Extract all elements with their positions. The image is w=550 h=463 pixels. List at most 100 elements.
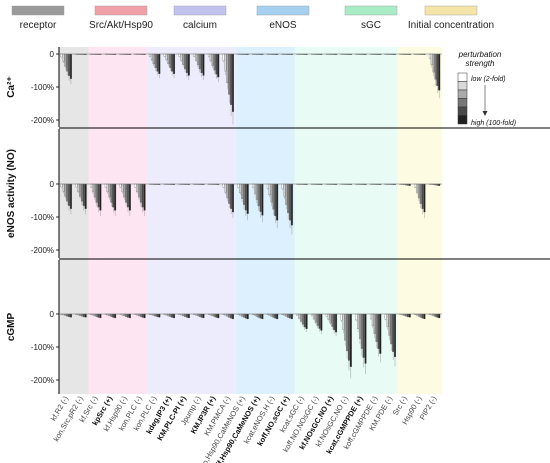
parameter-labels: kf,R2 (-)kon,Src,pR2 (-)kf,Src (-)kpSrc … — [49, 394, 439, 463]
bar-11-0-4 — [230, 53, 233, 105]
bar-23-2-5 — [408, 313, 411, 318]
bar-4-1-3 — [125, 183, 128, 203]
bar-14-1-4 — [274, 183, 277, 217]
strength-swatch-1 — [457, 81, 468, 91]
legend-label-calcium: calcium — [183, 20, 217, 31]
strength-swatch-0 — [457, 72, 468, 82]
legend-swatch-src — [94, 5, 148, 16]
bar-11-1-5 — [232, 183, 234, 213]
bar-11-0-5 — [232, 53, 234, 112]
bar-15-1-5 — [290, 183, 293, 226]
bar-0-1-0 — [60, 183, 63, 188]
bar-16-2-0 — [296, 313, 299, 316]
bar-9-2-3 — [198, 313, 201, 317]
bar-6-0-5 — [158, 53, 161, 74]
bar-12-2-3 — [243, 313, 245, 318]
bar-6-2-5 — [158, 313, 161, 318]
bar-25-0-4 — [436, 53, 439, 87]
tick-label-ca-0: 0 — [50, 50, 55, 59]
bar-11-2-2 — [226, 313, 229, 317]
bar-15-1-2 — [285, 183, 288, 205]
legend-label-sgc: sGC — [361, 20, 381, 31]
bar-0-2-3 — [66, 313, 69, 317]
bar-13-1-0 — [252, 183, 255, 188]
bar-15-1-0 — [281, 183, 284, 190]
bar-21-2-3 — [375, 313, 378, 342]
bar-5-2-3 — [139, 313, 142, 317]
bar-10-2-4 — [215, 313, 218, 318]
tick-label-ca-2: -200% — [31, 116, 54, 125]
bar-6-0-2 — [152, 53, 155, 65]
bar-3-2-4 — [112, 313, 115, 318]
bar-0-0-4 — [68, 53, 71, 76]
bar-11-2-3 — [228, 313, 231, 318]
bar-7-2-5 — [173, 313, 176, 319]
bar-22-2-2 — [388, 313, 391, 336]
bar-16-2-1 — [298, 313, 301, 319]
bar-19-2-3 — [346, 313, 349, 352]
bar-7-0-2 — [167, 53, 170, 65]
tick-label-cgmp-0: 0 — [50, 310, 55, 319]
bar-13-1-1 — [254, 183, 256, 194]
bar-0-2-4 — [68, 313, 71, 318]
bar-6-0-4 — [156, 53, 159, 72]
bar-24-1-1 — [416, 183, 418, 193]
bar-8-0-2 — [182, 53, 185, 65]
bar-4-2-3 — [125, 313, 128, 317]
bar-16-2-2 — [300, 313, 302, 322]
bar-1-2-4 — [82, 313, 85, 318]
bar-11-1-3 — [228, 183, 231, 204]
bar-11-2-4 — [230, 313, 233, 319]
strength-arrow-head — [482, 111, 488, 116]
bar-6-0-0 — [149, 53, 151, 57]
strength-swatch-2 — [457, 89, 468, 99]
bar-9-0-3 — [198, 53, 201, 70]
bar-1-1-3 — [80, 183, 83, 202]
bar-17-2-0 — [311, 313, 313, 317]
bar-10-2-3 — [213, 313, 216, 317]
bar-11-0-3 — [228, 53, 231, 95]
bar-9-2-2 — [196, 313, 199, 317]
strength-swatch-4 — [457, 106, 468, 116]
bar-0-1-2 — [64, 183, 67, 197]
bar-23-2-3 — [405, 313, 407, 317]
bar-22-2-0 — [384, 313, 387, 320]
bar-3-2-2 — [108, 313, 111, 317]
tick-label-no-2: -200% — [31, 246, 54, 255]
bar-24-1-4 — [421, 183, 424, 209]
bar-2-1-3 — [95, 183, 98, 203]
bar-22-2-5 — [394, 313, 396, 358]
bar-0-1-4 — [68, 183, 71, 206]
bar-8-0-3 — [184, 53, 187, 70]
bar-6-0-1 — [150, 53, 153, 61]
bar-10-0-4 — [215, 53, 218, 75]
bar-24-1-0 — [414, 183, 417, 188]
bar-13-1-3 — [257, 183, 260, 207]
bar-1-1-0 — [75, 183, 78, 188]
bar-9-2-5 — [202, 313, 205, 319]
group-bg-enos — [235, 47, 295, 394]
bar-2-2-4 — [97, 313, 100, 318]
bar-25-0-0 — [428, 53, 431, 59]
bar-15-2-2 — [285, 313, 288, 317]
bar-17-2-5 — [320, 313, 323, 331]
bar-8-0-4 — [185, 53, 188, 74]
bar-21-2-4 — [377, 313, 380, 349]
bar-10-2-5 — [217, 313, 220, 319]
bar-25-2-3 — [434, 313, 437, 317]
bar-4-2-2 — [123, 313, 126, 317]
y-axis-title-no: eNOS activity (NO) — [6, 149, 17, 238]
bar-11-1-0 — [222, 183, 225, 188]
bar-9-0-4 — [200, 53, 203, 74]
bar-5-1-2 — [138, 183, 140, 198]
bar-20-2-2 — [358, 313, 361, 339]
bar-24-1-2 — [417, 183, 420, 199]
bar-24-1-3 — [419, 183, 422, 204]
bar-18-2-0 — [325, 313, 328, 317]
axes: 0 -100% -200% Ca²⁺ 0 -100% -200% eNOS activity … — [6, 47, 550, 394]
bar-0-0-3 — [66, 53, 69, 72]
bar-11-0-1 — [224, 53, 227, 72]
bar-9-0-5 — [202, 53, 205, 76]
bar-5-1-3 — [139, 183, 142, 203]
